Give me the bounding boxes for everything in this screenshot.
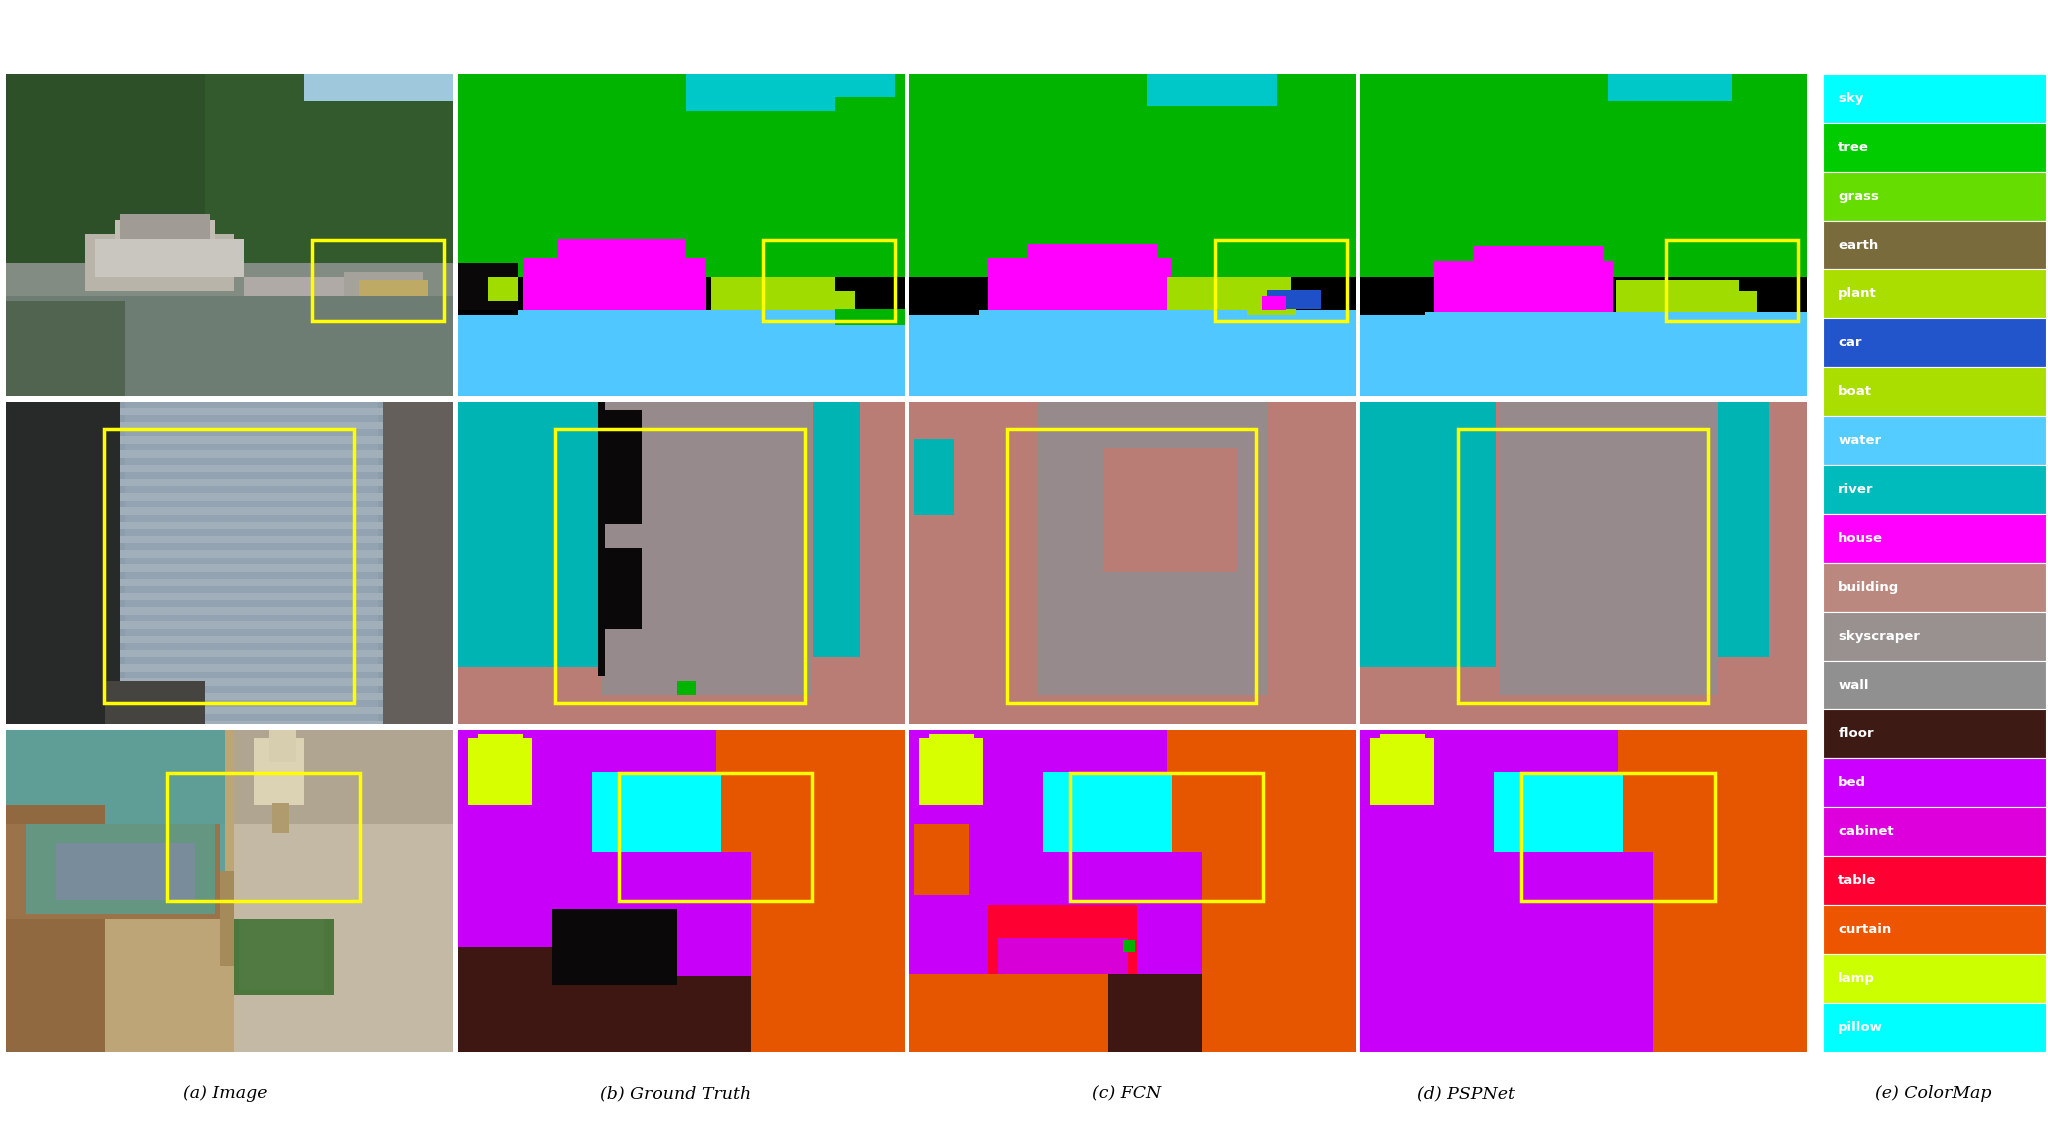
Bar xyxy=(1823,612,2046,661)
Text: lamp: lamp xyxy=(1839,972,1876,985)
Bar xyxy=(1522,773,1714,901)
Bar xyxy=(1823,269,2046,318)
Text: skyscraper: skyscraper xyxy=(1839,630,1921,642)
Bar xyxy=(1823,661,2046,709)
Text: water: water xyxy=(1839,434,1882,447)
Bar xyxy=(1823,74,2046,123)
Bar xyxy=(1006,429,1255,704)
Bar xyxy=(1823,514,2046,563)
Bar xyxy=(1823,1003,2046,1052)
Bar xyxy=(618,773,811,901)
Bar xyxy=(1823,465,2046,514)
Bar xyxy=(168,773,360,901)
Text: river: river xyxy=(1839,483,1874,496)
Text: table: table xyxy=(1839,874,1876,887)
Bar xyxy=(1823,123,2046,172)
Text: earth: earth xyxy=(1839,239,1878,251)
Bar xyxy=(1823,367,2046,416)
Text: house: house xyxy=(1839,532,1884,545)
Bar xyxy=(1823,905,2046,954)
Text: floor: floor xyxy=(1839,728,1874,740)
Text: (c) FCN: (c) FCN xyxy=(1092,1086,1161,1102)
Bar xyxy=(1069,773,1264,901)
Text: (a) Image: (a) Image xyxy=(182,1086,268,1102)
Text: cabinet: cabinet xyxy=(1839,825,1894,838)
Text: bed: bed xyxy=(1839,777,1866,789)
Bar xyxy=(1458,429,1708,704)
Bar xyxy=(1823,318,2046,367)
Text: sky: sky xyxy=(1839,92,1864,105)
Text: grass: grass xyxy=(1839,190,1880,202)
Bar xyxy=(1823,758,2046,807)
Text: pillow: pillow xyxy=(1839,1021,1884,1034)
Text: wall: wall xyxy=(1839,679,1870,691)
Bar xyxy=(1823,856,2046,905)
Text: (d) PSPNet: (d) PSPNet xyxy=(1417,1086,1516,1102)
Bar xyxy=(311,240,444,321)
Text: (b) Ground Truth: (b) Ground Truth xyxy=(600,1086,752,1102)
Text: (e) ColorMap: (e) ColorMap xyxy=(1876,1086,1991,1102)
Bar xyxy=(1823,221,2046,269)
Bar xyxy=(555,429,805,704)
Bar xyxy=(1823,954,2046,1003)
Text: building: building xyxy=(1839,581,1901,594)
Bar xyxy=(764,240,895,321)
Text: plant: plant xyxy=(1839,288,1878,300)
Bar xyxy=(1823,709,2046,758)
Text: car: car xyxy=(1839,337,1862,349)
Text: tree: tree xyxy=(1839,141,1870,153)
Bar xyxy=(1823,416,2046,465)
Text: boat: boat xyxy=(1839,385,1872,398)
Bar xyxy=(1823,172,2046,221)
Bar xyxy=(1214,240,1346,321)
Text: curtain: curtain xyxy=(1839,923,1892,936)
Bar xyxy=(1667,240,1798,321)
Bar xyxy=(104,429,354,704)
Bar xyxy=(1823,563,2046,612)
Bar xyxy=(1823,807,2046,856)
